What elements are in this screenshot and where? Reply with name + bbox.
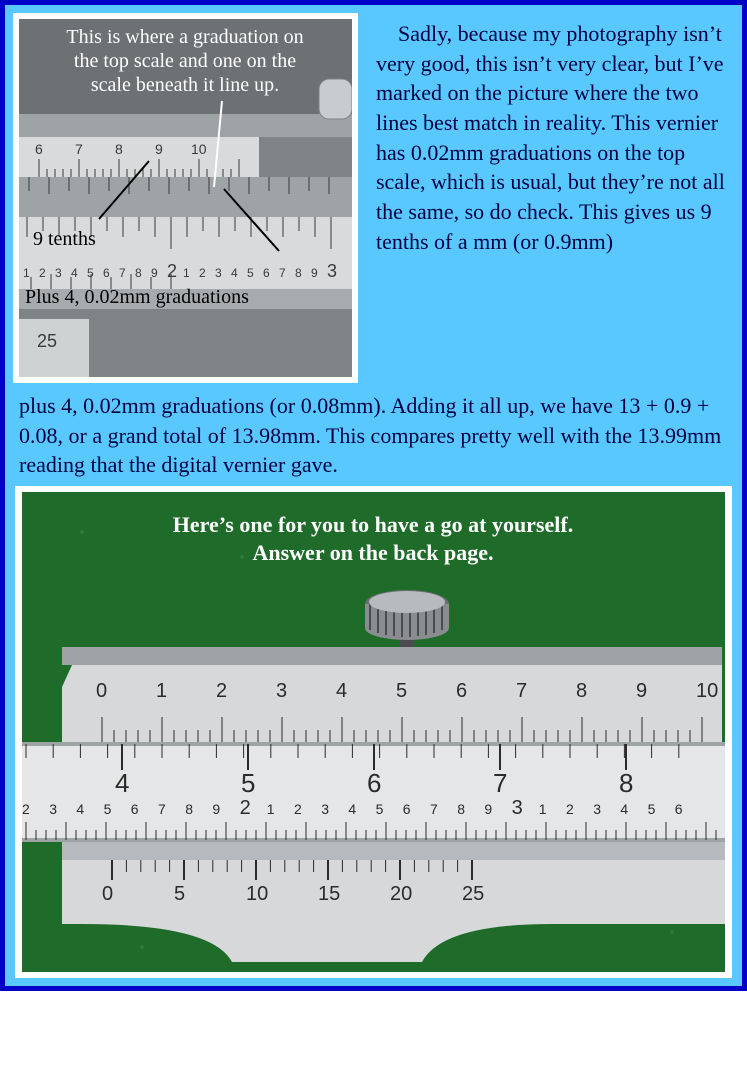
- svg-text:6: 6: [263, 266, 270, 280]
- svg-text:2: 2: [240, 797, 251, 819]
- fig2-caption-line2: Answer on the back page.: [252, 540, 493, 565]
- svg-text:7: 7: [75, 141, 83, 157]
- svg-text:5: 5: [174, 883, 185, 905]
- svg-text:9: 9: [484, 801, 492, 817]
- svg-text:4: 4: [620, 801, 628, 817]
- svg-text:9: 9: [151, 266, 158, 280]
- svg-text:8: 8: [295, 266, 302, 280]
- svg-text:20: 20: [390, 883, 412, 905]
- svg-text:10: 10: [696, 680, 718, 702]
- fig1-plus-label: Plus 4, 0.02mm graduations: [25, 286, 249, 308]
- fig1-frame: 6 7 8 9 10: [13, 13, 358, 383]
- svg-text:2: 2: [22, 801, 30, 817]
- svg-text:15: 15: [318, 883, 340, 905]
- svg-text:6: 6: [131, 801, 139, 817]
- svg-text:9: 9: [636, 680, 647, 702]
- svg-text:6: 6: [35, 141, 43, 157]
- svg-text:3: 3: [276, 680, 287, 702]
- svg-text:9: 9: [212, 801, 220, 817]
- svg-text:5: 5: [396, 680, 407, 702]
- svg-text:2: 2: [39, 266, 46, 280]
- svg-text:1: 1: [156, 680, 167, 702]
- svg-text:9: 9: [155, 141, 163, 157]
- svg-text:5: 5: [648, 801, 656, 817]
- svg-text:5: 5: [247, 266, 254, 280]
- svg-text:1: 1: [183, 266, 190, 280]
- svg-text:5: 5: [241, 768, 255, 798]
- svg-text:7: 7: [158, 801, 166, 817]
- svg-text:0: 0: [102, 883, 113, 905]
- svg-text:3: 3: [49, 801, 57, 817]
- svg-text:4: 4: [231, 266, 238, 280]
- svg-text:3: 3: [327, 261, 337, 281]
- svg-text:6: 6: [403, 801, 411, 817]
- svg-text:6: 6: [103, 266, 110, 280]
- fig1-anno-line1: This is where a graduation on: [66, 26, 303, 48]
- svg-text:2: 2: [294, 801, 302, 817]
- svg-text:7: 7: [493, 768, 507, 798]
- fig2-practice-caliper: Here’s one for you to have a go at yours…: [21, 492, 726, 972]
- svg-text:4: 4: [115, 768, 129, 798]
- para-right: Sadly, because my photography isn’t very…: [376, 13, 734, 257]
- svg-text:6: 6: [456, 680, 467, 702]
- para-below: plus 4, 0.02mm graduations (or 0.08mm). …: [13, 383, 734, 484]
- svg-text:8: 8: [135, 266, 142, 280]
- svg-text:10: 10: [246, 883, 268, 905]
- svg-text:3: 3: [512, 797, 523, 819]
- fig1-vernier-closeup: 6 7 8 9 10: [19, 19, 352, 377]
- svg-text:6: 6: [367, 768, 381, 798]
- svg-text:7: 7: [119, 266, 126, 280]
- svg-text:7: 7: [279, 266, 286, 280]
- svg-text:9: 9: [311, 266, 318, 280]
- svg-text:7: 7: [516, 680, 527, 702]
- svg-text:4: 4: [336, 680, 347, 702]
- svg-text:2: 2: [566, 801, 574, 817]
- svg-text:3: 3: [55, 266, 62, 280]
- svg-text:8: 8: [185, 801, 193, 817]
- page: 6 7 8 9 10: [0, 0, 747, 991]
- svg-text:1: 1: [539, 801, 547, 817]
- svg-text:8: 8: [115, 141, 123, 157]
- svg-text:3: 3: [321, 801, 329, 817]
- svg-text:5: 5: [376, 801, 384, 817]
- svg-text:4: 4: [76, 801, 84, 817]
- svg-text:8: 8: [457, 801, 465, 817]
- svg-text:7: 7: [430, 801, 438, 817]
- svg-text:8: 8: [576, 680, 587, 702]
- svg-text:3: 3: [215, 266, 222, 280]
- svg-text:0: 0: [96, 680, 107, 702]
- fig2-frame: Here’s one for you to have a go at yours…: [15, 486, 732, 978]
- svg-text:25: 25: [462, 883, 484, 905]
- svg-text:4: 4: [348, 801, 356, 817]
- svg-text:2: 2: [167, 261, 177, 281]
- svg-text:1: 1: [267, 801, 275, 817]
- fig1-25-label: 25: [37, 331, 57, 351]
- fig1-tenths-label: 9 tenths: [33, 228, 96, 250]
- svg-text:8: 8: [619, 768, 633, 798]
- svg-text:4: 4: [71, 266, 78, 280]
- fig1-anno-line2: the top scale and one on the: [74, 50, 296, 72]
- svg-text:1: 1: [23, 266, 30, 280]
- svg-text:10: 10: [191, 141, 207, 157]
- fig1-anno-line3: scale beneath it line up.: [91, 74, 279, 96]
- fig2-caption-line1: Here’s one for you to have a go at yours…: [173, 512, 573, 537]
- svg-text:2: 2: [199, 266, 206, 280]
- svg-text:3: 3: [593, 801, 601, 817]
- svg-text:5: 5: [104, 801, 112, 817]
- svg-text:6: 6: [675, 801, 683, 817]
- svg-text:2: 2: [216, 680, 227, 702]
- top-row: 6 7 8 9 10: [13, 13, 734, 383]
